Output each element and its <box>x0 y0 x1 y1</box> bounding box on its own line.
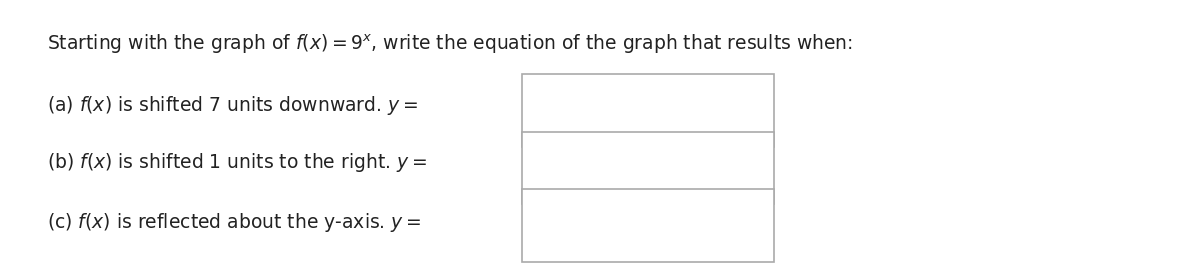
Text: Starting with the graph of $f(x) = 9^x$, write the equation of the graph that re: Starting with the graph of $f(x) = 9^x$,… <box>47 33 853 56</box>
Text: (b) $f(x)$ is shifted 1 units to the right. $y =$: (b) $f(x)$ is shifted 1 units to the rig… <box>47 151 427 174</box>
FancyBboxPatch shape <box>522 189 774 262</box>
Text: (c) $f(x)$ is reflected about the y-axis. $y =$: (c) $f(x)$ is reflected about the y-axis… <box>47 211 421 234</box>
Text: (a) $f(x)$ is shifted 7 units downward. $y =$: (a) $f(x)$ is shifted 7 units downward. … <box>47 94 418 117</box>
FancyBboxPatch shape <box>522 74 774 147</box>
FancyBboxPatch shape <box>522 132 774 204</box>
